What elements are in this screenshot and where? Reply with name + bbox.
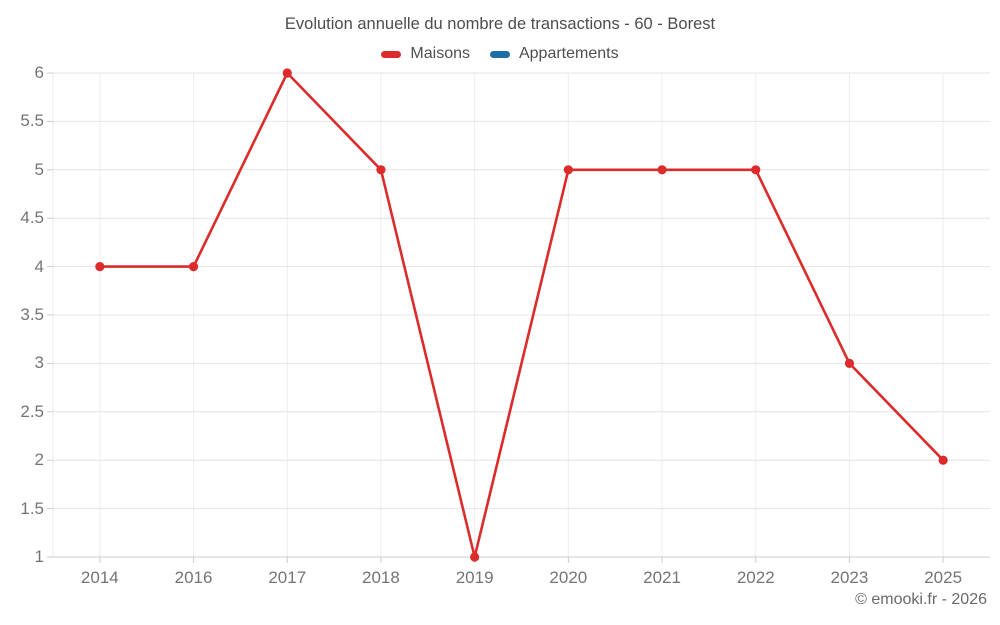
data-point <box>470 552 480 562</box>
x-axis-label: 2018 <box>362 568 400 587</box>
series-line-maisons <box>98 71 945 559</box>
x-axis-label: 2021 <box>643 568 681 587</box>
data-point <box>938 455 948 465</box>
data-point <box>95 262 105 272</box>
legend-label-maisons: Maisons <box>410 45 470 62</box>
y-axis-label: 3 <box>34 353 44 373</box>
x-axis-label: 2023 <box>830 568 869 587</box>
y-axis-label: 3.5 <box>20 305 44 324</box>
y-axis-label: 5 <box>34 159 44 179</box>
y-axis-label: 5.5 <box>20 111 44 131</box>
legend: Maisons Appartements <box>0 45 1000 63</box>
y-axis-label: 4 <box>34 256 44 276</box>
chart-title: Evolution annuelle du nombre de transact… <box>284 15 716 33</box>
y-axis-label: 2.5 <box>20 401 44 421</box>
y-axis-label: 4.5 <box>20 208 44 228</box>
x-axis-label: 2014 <box>80 568 119 587</box>
y-axis-label: 2 <box>34 450 44 470</box>
legend-item-appartements[interactable]: Appartements <box>489 45 619 63</box>
data-point <box>657 165 667 175</box>
y-axis-label: 6 <box>34 63 44 82</box>
x-axis-label: 2019 <box>455 568 494 587</box>
data-point <box>844 358 855 368</box>
y-axis-label: 1.5 <box>20 498 44 518</box>
x-axis-label: 2016 <box>174 568 213 587</box>
data-point <box>188 262 199 272</box>
legend-item-maisons[interactable]: Maisons <box>381 45 470 63</box>
legend-label-appartements: Appartements <box>518 45 619 62</box>
data-point <box>376 165 386 175</box>
data-point <box>563 165 573 175</box>
x-axis-label: 2025 <box>924 568 963 587</box>
footer-credit: © emooki.fr - 2026 <box>855 591 987 608</box>
y-axis-label: 1 <box>34 547 44 566</box>
x-axis-label: 2020 <box>549 568 588 587</box>
appartements-swatch-icon <box>489 50 510 58</box>
data-point <box>751 165 761 175</box>
x-axis-label: 2022 <box>736 568 775 587</box>
maisons-swatch-icon <box>381 50 402 58</box>
data-point <box>282 68 292 78</box>
x-axis-label: 2017 <box>268 568 307 587</box>
